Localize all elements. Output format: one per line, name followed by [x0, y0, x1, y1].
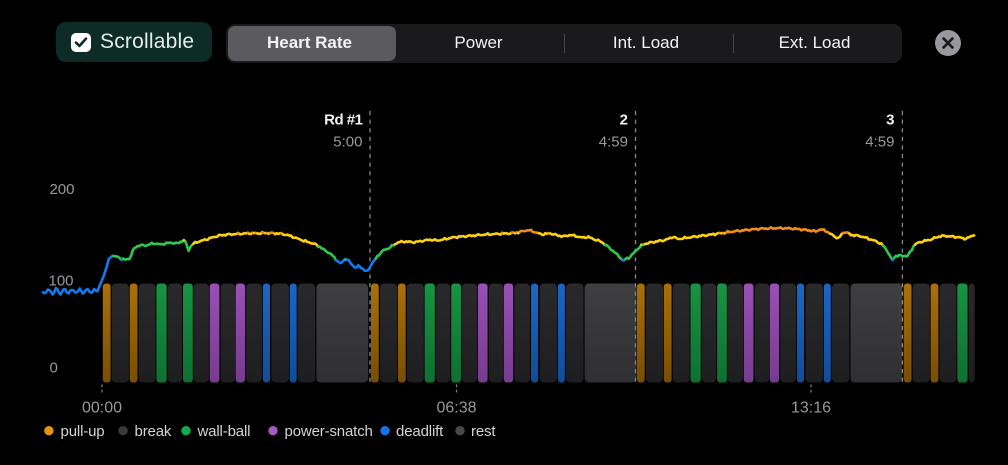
svg-text:rest: rest	[471, 423, 496, 440]
svg-text:00:00: 00:00	[82, 399, 122, 416]
svg-text:power-snatch: power-snatch	[285, 423, 373, 440]
svg-text:3: 3	[886, 112, 894, 129]
svg-text:200: 200	[50, 181, 75, 198]
svg-text:06:38: 06:38	[436, 399, 476, 416]
svg-text:100: 100	[49, 272, 74, 289]
svg-text:break: break	[135, 423, 172, 440]
svg-text:0: 0	[50, 359, 58, 376]
svg-text:4:59: 4:59	[865, 134, 894, 151]
svg-text:wall-ball: wall-ball	[197, 423, 251, 440]
svg-text:Rd #1: Rd #1	[324, 112, 363, 129]
svg-text:4:59: 4:59	[599, 134, 628, 151]
svg-text:pull-up: pull-up	[61, 423, 105, 440]
svg-text:2: 2	[620, 112, 628, 129]
svg-text:13:16: 13:16	[791, 399, 831, 416]
svg-text:deadlift: deadlift	[396, 423, 444, 440]
svg-text:5:00: 5:00	[333, 134, 362, 151]
